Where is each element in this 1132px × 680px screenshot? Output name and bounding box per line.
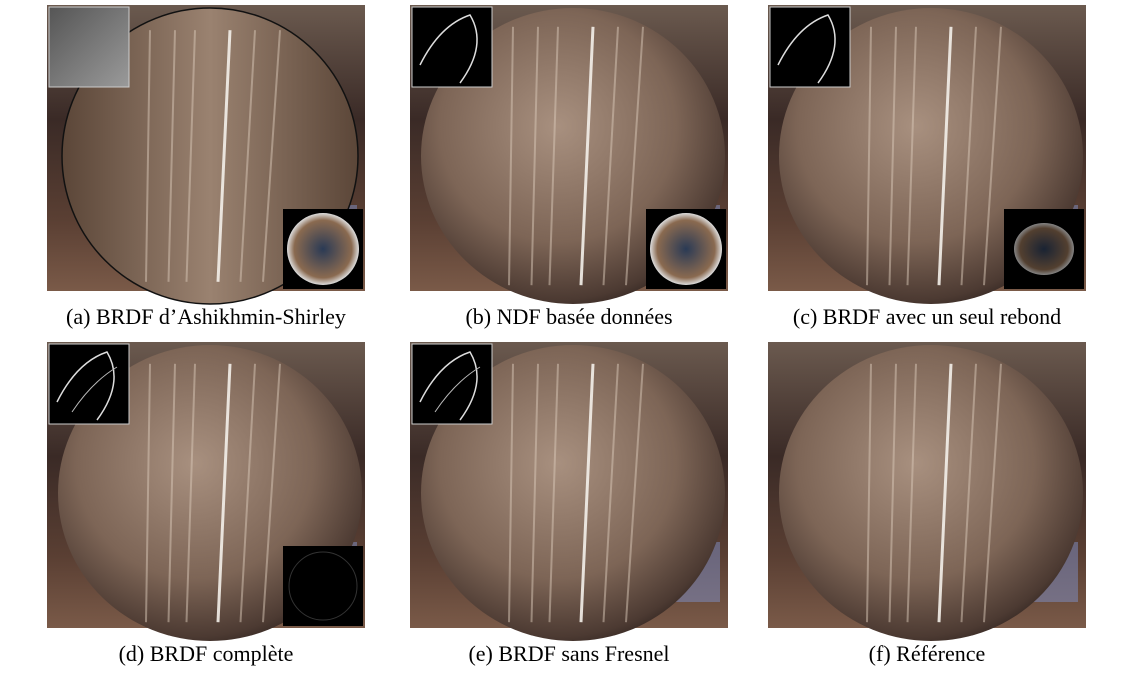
ndf-inset [49, 7, 129, 87]
panel: (b) NDF basée données [410, 5, 728, 329]
caption: (c) BRDF avec un seul rebond [793, 304, 1061, 329]
caption: (e) BRDF sans Fresnel [468, 641, 669, 666]
caption: (f) Référence [869, 641, 986, 666]
caption: (d) BRDF complète [119, 641, 294, 666]
panel: (a) BRDF d’Ashikhmin-Shirley [47, 5, 365, 329]
ndf-inset [770, 7, 850, 87]
ndf-inset [412, 344, 492, 424]
panel: (d) BRDF complète [47, 342, 365, 666]
sphere [779, 345, 1083, 641]
error-inset [283, 546, 363, 626]
caption: (b) NDF basée données [465, 304, 672, 329]
figure: (a) BRDF d’Ashikhmin-Shirley (b) NDF basé… [0, 0, 1132, 680]
inset-frame [770, 7, 850, 87]
inset-frame [412, 7, 492, 87]
panel: (c) BRDF avec un seul rebond [768, 5, 1086, 329]
error-sphere [287, 213, 359, 285]
caption: (a) BRDF d’Ashikhmin-Shirley [66, 304, 346, 329]
panel: (f) Référence [768, 342, 1086, 666]
error-sphere [650, 213, 722, 285]
inset-frame [49, 7, 129, 87]
ndf-inset [49, 344, 129, 424]
inset-frame [412, 344, 492, 424]
panel: (e) BRDF sans Fresnel [410, 342, 728, 666]
inset-frame [49, 344, 129, 424]
error-sphere [1014, 223, 1074, 275]
ndf-inset [412, 7, 492, 87]
